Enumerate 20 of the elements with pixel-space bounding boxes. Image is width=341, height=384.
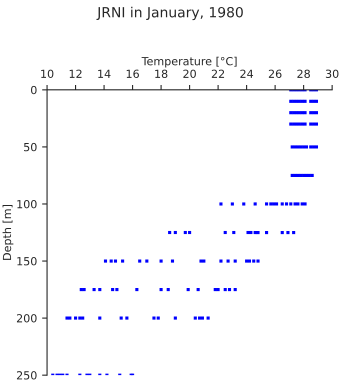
x-tick-label: 14: [98, 70, 111, 78]
x-tick-label: 20: [183, 70, 196, 78]
x-tick-label: 24: [240, 70, 254, 78]
y-tick-label: 200: [16, 314, 37, 322]
x-axis-title: Temperature [°C]: [142, 56, 237, 68]
chart-title: JRNI in January, 1980: [96, 6, 243, 20]
x-tick-label: 10: [41, 70, 54, 78]
x-tick-label: 28: [297, 70, 310, 78]
y-tick-label: 250: [16, 371, 37, 380]
x-tick-label: 16: [126, 70, 139, 78]
y-tick-label: 0: [31, 86, 37, 94]
x-tick-label: 18: [155, 70, 168, 78]
y-tick-label: 150: [17, 257, 37, 266]
x-tick-label: 12: [70, 70, 82, 78]
x-tick-label: 26: [268, 70, 282, 78]
y-tick-label: 50: [24, 142, 37, 152]
x-tick-label: 30: [326, 70, 338, 78]
y-tick-label: 100: [17, 200, 37, 208]
x-tick-label: 22: [212, 70, 224, 78]
y-axis-title: Depth [m]: [2, 205, 14, 260]
